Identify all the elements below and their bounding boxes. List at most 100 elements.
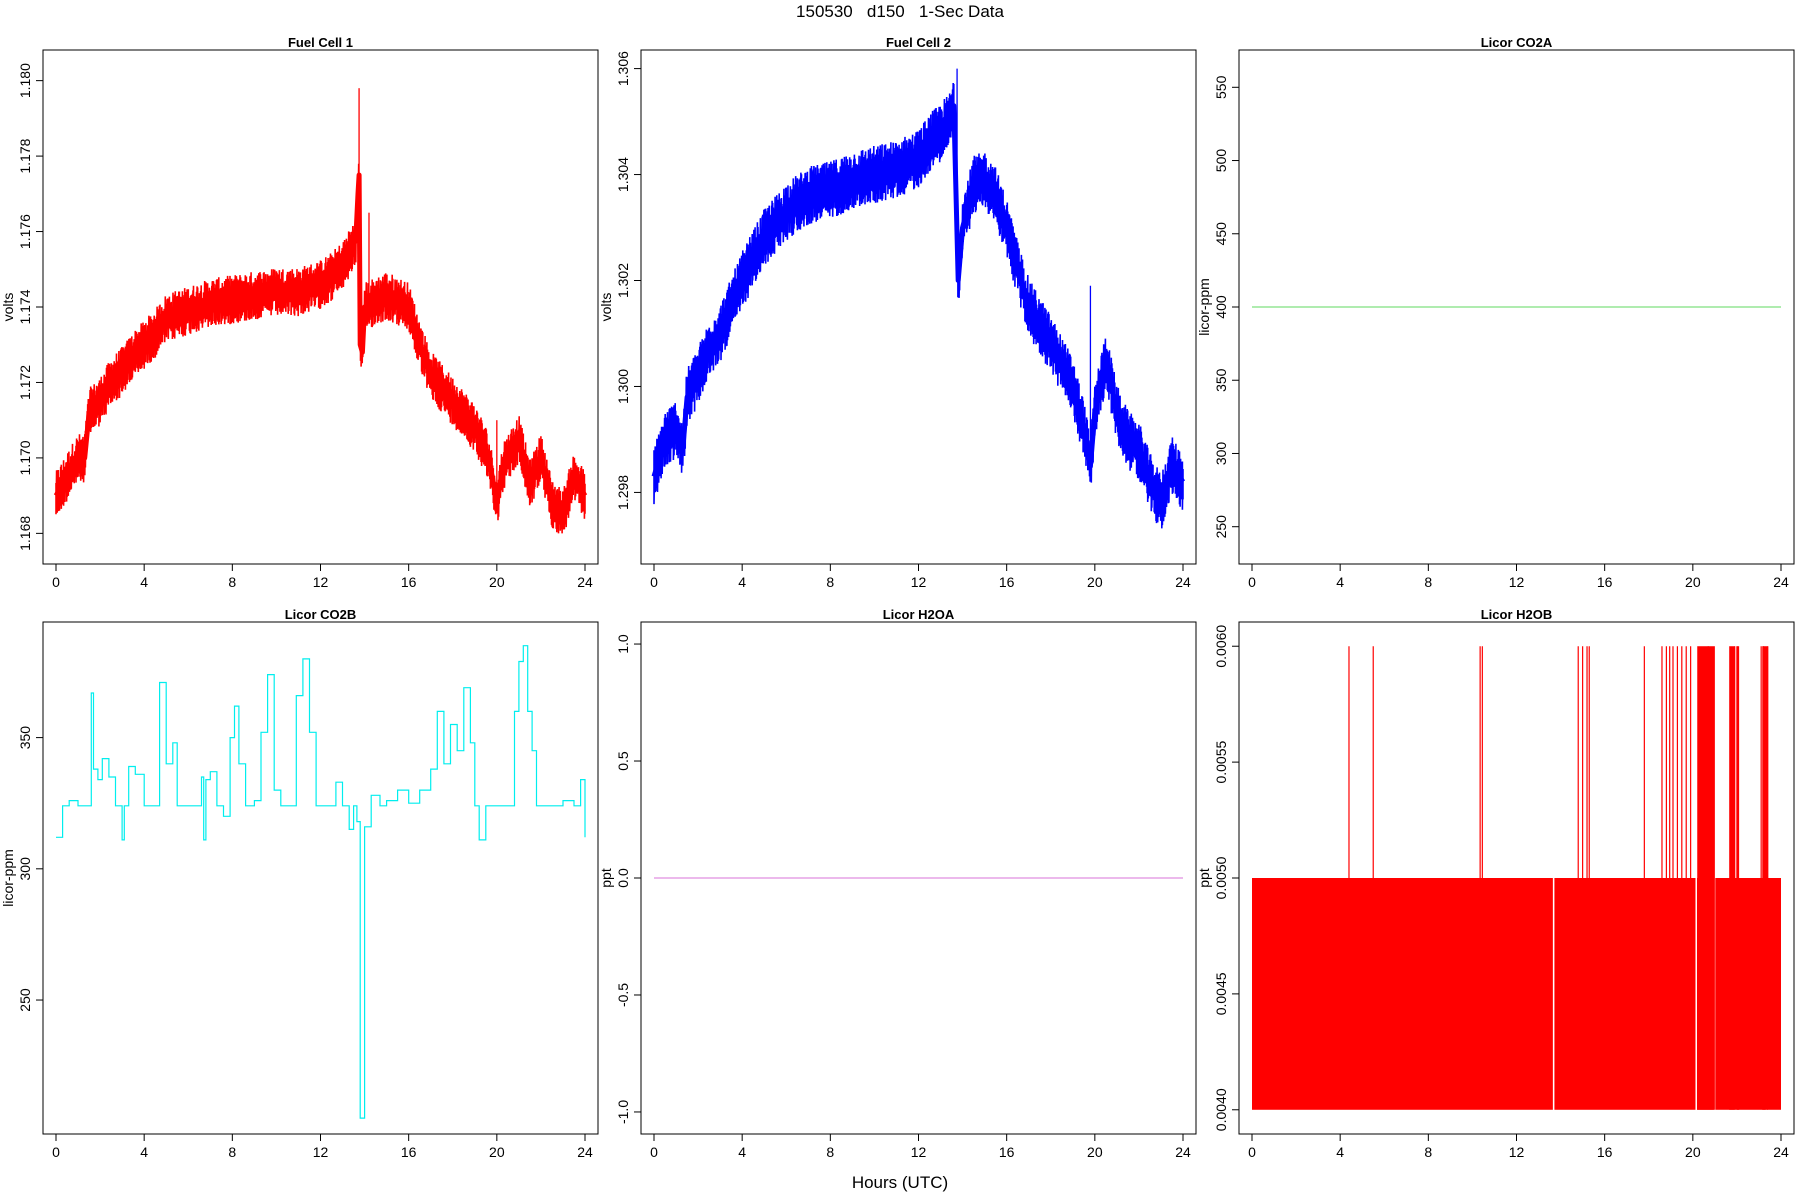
y-axis-label: ppt [598, 868, 614, 888]
x-tick-label: 0 [52, 574, 60, 590]
x-tick-label: 16 [1597, 574, 1613, 590]
y-tick-label: 1.168 [17, 516, 33, 551]
series-trend [651, 103, 1186, 506]
common-x-axis-label: Hours (UTC) [851, 1173, 949, 1192]
y-axis: 0.0040 0.0045 0.0050 0.0055 0.0060 [1213, 625, 1240, 1131]
x-tick-label: 8 [826, 574, 834, 590]
x-tick-label: 4 [738, 1144, 746, 1160]
x-tick-label: 12 [911, 574, 927, 590]
x-axis: 0 4 8 12 16 20 24 [650, 563, 1191, 590]
y-tick-label: 0.0040 [1213, 1088, 1229, 1131]
y-tick-label: 1.306 [615, 51, 631, 86]
x-tick-label: 4 [738, 574, 746, 590]
y-axis: 1.298 1.300 1.302 1.304 1.306 [615, 51, 642, 510]
x-tick-label: 24 [1175, 1144, 1191, 1160]
spike-block [1736, 646, 1740, 1110]
y-axis: 250 300 350 [17, 726, 44, 1012]
panel-2: Fuel Cell 2 0 4 8 12 16 20 24 1.298 1.300 1.302 1.3… [598, 35, 1197, 590]
panel-title: Fuel Cell 2 [886, 35, 951, 50]
y-axis-label: licor-ppm [0, 849, 16, 907]
x-tick-label: 20 [1685, 574, 1701, 590]
series-line [56, 645, 586, 1119]
y-tick-label: 550 [1213, 75, 1229, 99]
figure-title: 150530 d150 1-Sec Data [796, 2, 1004, 21]
panel-title: Licor H2OB [1481, 607, 1553, 622]
panel-5: Licor H2OA 0 4 8 12 16 20 24 -1.0 -0.5 0.0 0.5 1.0 pp… [598, 607, 1197, 1160]
y-tick-label: 250 [17, 988, 33, 1012]
panel-title: Licor CO2A [1481, 35, 1553, 50]
panel-title: Licor H2OA [883, 607, 955, 622]
panel-4: Licor CO2B 0 4 8 12 16 20 24 250 300 350 licor-ppm [0, 607, 599, 1160]
y-tick-label: 0.5 [615, 751, 631, 771]
y-tick-label: 1.174 [17, 289, 33, 324]
x-tick-label: 4 [140, 574, 148, 590]
y-tick-label: 300 [1213, 442, 1229, 466]
y-tick-label: 1.176 [17, 214, 33, 249]
x-tick-label: 16 [401, 1144, 417, 1160]
panel-title: Licor CO2B [285, 607, 357, 622]
y-axis-label: volts [598, 293, 614, 322]
base-block [1252, 878, 1781, 1110]
x-tick-label: 12 [911, 1144, 927, 1160]
x-tick-label: 0 [650, 1144, 658, 1160]
spike-block [1729, 646, 1735, 1110]
y-tick-label: 0.0060 [1213, 625, 1229, 668]
plot-area [651, 68, 1186, 529]
x-tick-label: 16 [999, 574, 1015, 590]
y-tick-label: 1.302 [615, 263, 631, 298]
y-tick-label: 500 [1213, 149, 1229, 173]
x-tick-label: 12 [313, 1144, 329, 1160]
x-tick-label: 8 [228, 1144, 236, 1160]
y-tick-label: 400 [1213, 295, 1229, 319]
x-tick-label: 16 [999, 1144, 1015, 1160]
x-tick-label: 4 [1336, 1144, 1344, 1160]
x-tick-label: 16 [401, 574, 417, 590]
x-tick-label: 16 [1597, 1144, 1613, 1160]
x-tick-label: 8 [1424, 574, 1432, 590]
y-tick-label: 1.298 [615, 475, 631, 510]
y-axis: 1.168 1.170 1.172 1.174 1.176 1.178 1.180 [17, 63, 44, 551]
y-tick-label: 1.304 [615, 157, 631, 192]
y-tick-label: 1.172 [17, 365, 33, 400]
y-tick-label: -0.5 [615, 983, 631, 1007]
x-axis: 0 4 8 12 16 20 24 [52, 1133, 593, 1160]
x-axis: 0 4 8 12 16 20 24 [650, 1133, 1191, 1160]
y-tick-label: 1.170 [17, 440, 33, 475]
series-line [55, 163, 586, 534]
y-tick-label: 1.0 [615, 634, 631, 654]
y-axis-label: licor-ppm [1196, 278, 1212, 336]
y-axis: -1.0 -0.5 0.0 0.5 1.0 [615, 634, 642, 1124]
x-tick-label: 20 [1685, 1144, 1701, 1160]
plot-area [56, 645, 586, 1119]
y-axis: 250 300 350 400 450 500 550 [1213, 75, 1240, 539]
x-tick-label: 0 [52, 1144, 60, 1160]
y-axis-label: volts [0, 293, 16, 322]
plot-area [53, 88, 588, 534]
x-axis: 0 4 8 12 16 20 24 [52, 563, 593, 590]
x-tick-label: 24 [1773, 1144, 1789, 1160]
series-trend [53, 172, 588, 517]
plot-frame [42, 621, 599, 1135]
x-axis: 0 4 8 12 16 20 24 [1248, 1133, 1789, 1160]
y-tick-label: 300 [17, 857, 33, 881]
y-tick-label: -1.0 [615, 1100, 631, 1124]
x-tick-label: 12 [313, 574, 329, 590]
x-tick-label: 4 [1336, 574, 1344, 590]
panel-1: Fuel Cell 10 4 8 12 16 20 241.1681.1701.1721.1… [0, 35, 599, 590]
x-axis: 0 4 8 12 16 20 24 [1248, 563, 1789, 590]
x-tick-label: 0 [1248, 1144, 1256, 1160]
x-tick-label: 8 [1424, 1144, 1432, 1160]
y-tick-label: 250 [1213, 515, 1229, 539]
panel-3: Licor CO2A 0 4 8 12 16 20 24 250 300 350 400 450 500 5… [1196, 35, 1795, 590]
y-tick-label: 0.0 [615, 868, 631, 888]
x-tick-label: 12 [1509, 574, 1525, 590]
x-tick-label: 20 [1087, 574, 1103, 590]
x-tick-label: 20 [489, 1144, 505, 1160]
x-tick-label: 0 [650, 574, 658, 590]
x-tick-label: 20 [1087, 1144, 1103, 1160]
panel-title: Fuel Cell 1 [288, 35, 353, 50]
x-tick-label: 4 [140, 1144, 148, 1160]
y-tick-label: 1.178 [17, 138, 33, 173]
